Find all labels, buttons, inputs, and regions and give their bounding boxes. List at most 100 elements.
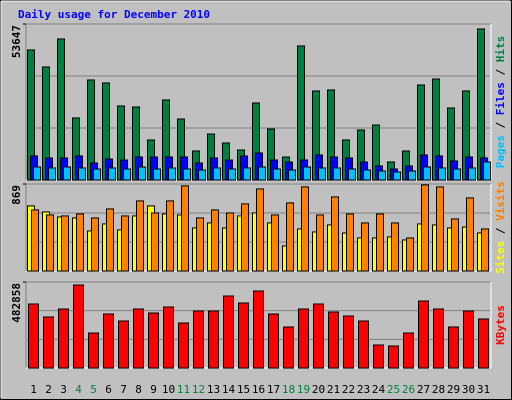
bar [153, 168, 161, 181]
bar [363, 169, 371, 181]
legend-entry: Sites [494, 241, 507, 274]
bar [61, 215, 69, 272]
x-tick-label: 3 [60, 383, 67, 396]
y-tick-label: 53647 [10, 25, 23, 58]
bar [148, 312, 159, 369]
bar [271, 214, 279, 272]
bar [303, 166, 311, 181]
bar [433, 308, 444, 369]
bar [93, 168, 101, 181]
x-tick-label: 2 [45, 383, 52, 396]
bar [403, 332, 414, 369]
x-tick-label: 8 [135, 383, 142, 396]
bar [63, 166, 71, 181]
bar [438, 167, 446, 181]
legend-entry: Visits [494, 181, 507, 221]
bar [358, 320, 369, 369]
x-tick-label: 31 [477, 383, 490, 396]
legend-entry: Files [494, 82, 507, 115]
bar [31, 209, 39, 272]
x-tick-label: 7 [120, 383, 127, 396]
bar [346, 213, 354, 272]
x-tick-label: 19 [297, 383, 310, 396]
x-tick-label: 11 [177, 383, 190, 396]
bar [138, 166, 146, 181]
bar [181, 185, 189, 272]
legend: Pages / Files / Hits [494, 36, 507, 169]
bar [123, 168, 131, 181]
bar [241, 203, 249, 272]
bar [256, 188, 264, 272]
bar [133, 308, 144, 369]
bar [208, 310, 219, 369]
x-tick-label: 27 [417, 383, 430, 396]
bar [343, 315, 354, 369]
x-tick-label: 5 [90, 383, 97, 396]
bar [423, 166, 431, 181]
x-tick-label: 12 [192, 383, 205, 396]
bar [318, 167, 326, 181]
bar [211, 209, 219, 272]
bar [301, 186, 309, 272]
bar [436, 186, 444, 272]
bar [481, 228, 489, 272]
bar [258, 166, 266, 181]
bar [468, 167, 476, 181]
x-tick-label: 9 [150, 383, 157, 396]
bar [451, 218, 459, 272]
bar [388, 345, 399, 369]
bar [163, 306, 174, 369]
bar [118, 320, 129, 369]
bar [166, 200, 174, 272]
x-tick-label: 17 [267, 383, 280, 396]
x-tick-label: 14 [222, 383, 236, 396]
bar [213, 167, 221, 181]
y-tick-label: 869 [10, 185, 23, 205]
bar [378, 170, 386, 181]
bar [331, 196, 339, 272]
x-tick-label: 26 [402, 383, 415, 396]
bar [316, 214, 324, 272]
x-tick-label: 22 [342, 383, 355, 396]
bar [108, 167, 116, 181]
legend-entry: KBytes [494, 305, 507, 345]
x-tick-label: 25 [387, 383, 400, 396]
bar [178, 322, 189, 369]
bar [286, 202, 294, 272]
bar [193, 310, 204, 369]
bar [121, 215, 129, 272]
bar [348, 168, 356, 181]
x-tick-label: 23 [357, 383, 370, 396]
x-tick-label: 10 [162, 383, 175, 396]
bar [376, 213, 384, 272]
bar [223, 295, 234, 369]
bar [453, 168, 461, 181]
legend-separator: / [494, 115, 507, 135]
bar [168, 167, 176, 181]
x-tick-label: 30 [462, 383, 475, 396]
bar [418, 300, 429, 369]
x-tick-label: 6 [105, 383, 112, 396]
legend-separator: / [494, 62, 507, 82]
bar [268, 313, 279, 369]
bar [183, 168, 191, 181]
bar [421, 184, 429, 272]
bar [28, 303, 39, 369]
bar [448, 326, 459, 369]
bar [78, 167, 86, 181]
bar [408, 170, 416, 181]
bar [253, 290, 264, 369]
bar [88, 332, 99, 369]
bar [463, 310, 474, 369]
bar [228, 168, 236, 181]
bar [391, 222, 399, 272]
bar [103, 313, 114, 369]
x-tick-label: 13 [207, 383, 220, 396]
x-tick-label: 24 [372, 383, 386, 396]
bar [238, 302, 249, 369]
bar [406, 237, 414, 272]
bar [136, 200, 144, 272]
bar [288, 169, 296, 181]
bar [333, 167, 341, 181]
